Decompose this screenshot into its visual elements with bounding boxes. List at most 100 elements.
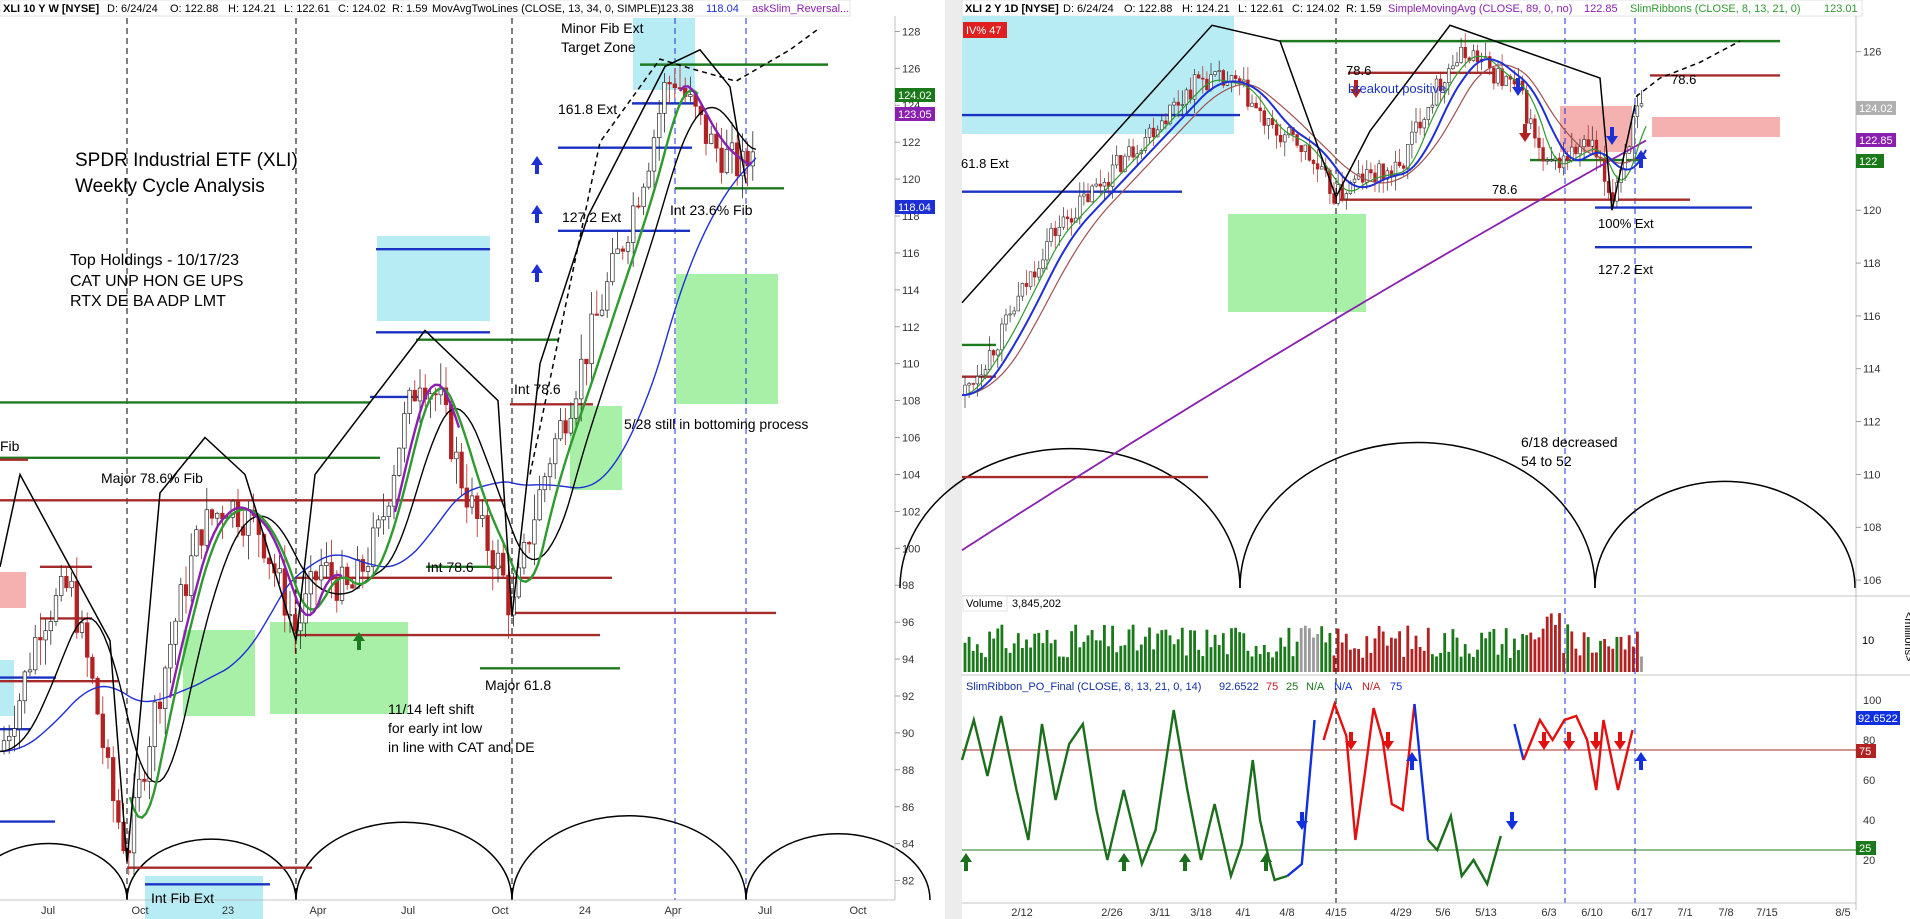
y-tick-label: 110: [1863, 469, 1881, 481]
volume-bar: [1385, 645, 1389, 672]
candle-body: [105, 747, 111, 758]
candle-body: [1254, 102, 1258, 109]
candle-body: [1028, 271, 1033, 287]
left-header-study[interactable]: MovAvgTwoLines (CLOSE, 13, 34, 0, SIMPLE…: [432, 3, 661, 15]
y-tick-label: 114: [902, 285, 920, 297]
right-last-badge-text: 124.02: [1859, 103, 1893, 115]
candle-body: [1422, 119, 1426, 129]
holdings-line2: RTX DE BA ADP LMT: [70, 293, 226, 310]
candle-body: [1176, 101, 1180, 106]
volume-bar: [1230, 628, 1233, 672]
candle-body: [1373, 172, 1377, 183]
left-header-study2[interactable]: askSlim_Reversal...: [752, 3, 849, 15]
candle-body: [183, 584, 189, 596]
x-tick-label: 6/17: [1631, 907, 1652, 919]
left-header-low: L: 122.61: [284, 3, 330, 15]
volume-bar: [1234, 627, 1237, 672]
candle-body: [27, 669, 33, 673]
volume-bar: [1517, 650, 1520, 672]
candle-body: [1098, 183, 1103, 187]
candle-body: [703, 114, 709, 144]
candle-body: [1311, 159, 1316, 164]
candle-body: [1180, 104, 1185, 106]
up-arrow: [353, 632, 365, 650]
candle-body: [636, 205, 641, 208]
candle-body: [1090, 185, 1094, 203]
candle-body: [1525, 89, 1529, 124]
volume-bar: [1554, 625, 1557, 672]
candle-body: [584, 358, 589, 365]
right-header-study[interactable]: SimpleMovingAvg (CLOSE, 89, 0, no): [1388, 3, 1572, 15]
down-arrow: [1519, 124, 1531, 142]
candle-body: [1094, 183, 1098, 187]
volume-bar: [1283, 646, 1287, 672]
candle-body: [1635, 105, 1640, 117]
x-tick-label: 4/15: [1325, 907, 1346, 919]
candle-body: [53, 595, 59, 622]
int-236-label: Int 23.6% Fib: [670, 202, 753, 218]
volume-tick: 10: [1862, 635, 1874, 647]
candle-body: [971, 383, 975, 385]
volume-bar: [971, 650, 975, 672]
down-arrow: [1345, 732, 1357, 750]
chart-title-line2: Weekly Cycle Analysis: [75, 176, 265, 197]
x-tick-label: Jul: [758, 905, 772, 917]
down-arrow: [1350, 80, 1362, 98]
volume-bar: [1160, 630, 1164, 672]
candle-body: [688, 94, 693, 97]
candle-body: [967, 383, 971, 386]
candle-body: [1262, 110, 1267, 126]
candle-body: [1332, 193, 1336, 204]
y-tick-label: 108: [902, 396, 920, 408]
candle-body: [625, 242, 631, 252]
volume-bar: [1414, 635, 1418, 672]
candle-body: [163, 667, 168, 709]
volume-bar: [1123, 645, 1127, 672]
int-786-label-b: Int 78.6: [427, 559, 474, 575]
right-header-study2[interactable]: SlimRibbons (CLOSE, 8, 13, 21, 0): [1630, 3, 1801, 15]
candle-body: [1426, 107, 1431, 120]
right-header-study-v: 122.85: [1584, 3, 1618, 15]
candle-body: [90, 656, 95, 679]
candle-body: [345, 566, 350, 586]
up-arrow: [531, 264, 543, 282]
candle-body: [1307, 144, 1312, 161]
ribbon-slow: [961, 64, 1647, 396]
volume-bar: [1180, 627, 1184, 672]
volume-bar: [1377, 625, 1381, 672]
volume-bar: [1562, 653, 1565, 672]
candle-body: [235, 500, 241, 528]
x-tick-label: 23: [222, 905, 234, 917]
volume-bar: [1144, 636, 1147, 672]
volume-bar: [1353, 648, 1356, 672]
y-tick-label: 118: [1863, 258, 1881, 270]
candle-body: [719, 147, 724, 173]
ma13-badge-text: 123.05: [898, 109, 932, 121]
candle-body: [542, 476, 547, 491]
y-tick-label: 96: [902, 617, 914, 629]
decreased-label-2: 54 to 52: [1521, 453, 1572, 469]
candle-body: [1320, 166, 1324, 170]
holdings-line1: CAT UNP HON GE UPS: [70, 273, 243, 290]
candle-body: [178, 584, 183, 622]
volume-label: Volume: [966, 598, 1003, 610]
candle-body: [298, 622, 303, 632]
candle-body: [391, 475, 397, 507]
candle-body: [303, 593, 308, 624]
volume-bar: [1213, 634, 1217, 672]
sma89-badge-text: 122.85: [1859, 135, 1893, 147]
volume-bar: [1566, 624, 1570, 672]
volume-bar: [1578, 655, 1582, 672]
x-tick-label: 4/1: [1235, 907, 1250, 919]
candle-body: [1266, 118, 1271, 126]
candle-body: [1184, 89, 1189, 105]
volume-bar: [1246, 650, 1250, 672]
candle-body: [589, 313, 594, 365]
osc-v2: 75: [1266, 681, 1278, 693]
cycle-arc: [126, 838, 297, 901]
candle-body: [277, 568, 282, 574]
fib-partial-label: Fib: [0, 438, 20, 454]
x-tick-label: 2/26: [1101, 907, 1122, 919]
volume-bar: [1435, 656, 1438, 672]
candle-body: [1492, 67, 1496, 84]
